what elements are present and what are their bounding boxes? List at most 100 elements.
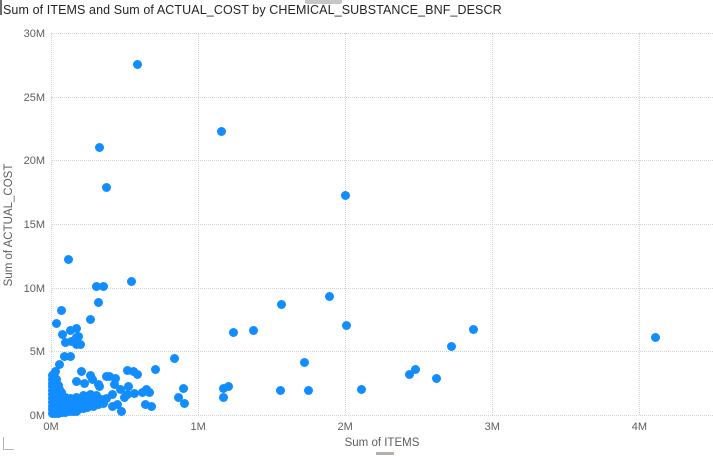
data-point[interactable] <box>124 382 134 392</box>
data-point[interactable] <box>275 386 285 396</box>
data-point[interactable] <box>146 401 156 411</box>
data-point[interactable] <box>145 387 155 397</box>
gridline-vertical <box>492 33 494 415</box>
data-point[interactable] <box>140 400 150 410</box>
data-point[interactable] <box>95 143 105 153</box>
data-point[interactable] <box>218 392 228 402</box>
visual-drag-handle-top[interactable] <box>305 0 342 4</box>
gridline-vertical <box>345 33 347 415</box>
gridline-vertical <box>51 33 52 415</box>
data-point[interactable] <box>75 340 85 350</box>
x-tick-label: 3M <box>484 421 500 433</box>
data-point[interactable] <box>174 392 184 402</box>
data-point[interactable] <box>133 369 143 379</box>
gridline-horizontal <box>51 224 713 225</box>
data-point[interactable] <box>67 336 77 346</box>
data-point[interactable] <box>55 359 65 369</box>
data-point[interactable] <box>180 399 190 409</box>
y-tick-label: 30M <box>23 28 45 40</box>
data-point[interactable] <box>217 126 227 136</box>
data-point[interactable] <box>102 393 112 403</box>
gridline-horizontal <box>51 96 713 98</box>
data-point[interactable] <box>109 379 119 389</box>
data-point[interactable] <box>92 391 102 401</box>
data-point[interactable] <box>218 383 228 393</box>
data-point[interactable] <box>111 373 121 383</box>
data-point[interactable] <box>61 337 71 347</box>
data-point[interactable] <box>170 354 180 364</box>
data-point[interactable] <box>99 281 109 291</box>
y-tick-label: 20M <box>23 155 45 168</box>
chart-title: Sum of ITEMS and Sum of ACTUAL_COST by C… <box>3 3 502 17</box>
data-point[interactable] <box>87 374 97 384</box>
visual-drag-handle-bottom[interactable] <box>376 452 394 455</box>
data-point[interactable] <box>56 387 66 397</box>
data-point[interactable] <box>356 385 366 395</box>
data-point[interactable] <box>99 399 109 409</box>
data-point[interactable] <box>411 364 421 374</box>
data-point[interactable] <box>122 365 132 375</box>
data-point[interactable] <box>65 351 75 361</box>
data-point[interactable] <box>651 332 661 342</box>
data-point[interactable] <box>303 386 313 396</box>
x-tick-label: 0M <box>43 421 59 433</box>
data-point[interactable] <box>405 369 415 379</box>
data-point[interactable] <box>105 372 115 382</box>
x-tick-label: 1M <box>190 421 206 433</box>
gridline-horizontal <box>51 287 713 289</box>
data-point[interactable] <box>102 182 112 192</box>
data-point[interactable] <box>137 387 147 397</box>
gridline-horizontal <box>51 351 713 353</box>
data-point[interactable] <box>150 364 160 374</box>
data-point[interactable] <box>108 401 118 411</box>
data-point[interactable] <box>228 327 238 337</box>
data-point[interactable] <box>130 388 140 398</box>
data-point[interactable] <box>117 406 127 416</box>
data-point[interactable] <box>446 341 456 351</box>
data-point[interactable] <box>58 330 68 340</box>
data-point[interactable] <box>431 373 441 383</box>
data-point[interactable] <box>93 400 103 410</box>
data-point[interactable] <box>80 378 90 388</box>
data-point[interactable] <box>120 392 130 402</box>
data-point[interactable] <box>50 367 60 377</box>
data-point[interactable] <box>71 377 81 387</box>
data-point[interactable] <box>65 326 75 336</box>
data-point[interactable] <box>249 326 259 336</box>
data-point[interactable] <box>52 374 62 384</box>
data-point[interactable] <box>56 306 66 316</box>
x-tick-label: 4M <box>631 421 648 433</box>
plot-area <box>47 33 713 419</box>
data-point[interactable] <box>112 400 122 410</box>
data-point[interactable] <box>277 299 287 309</box>
data-point[interactable] <box>59 351 69 361</box>
data-point[interactable] <box>468 325 478 335</box>
data-point[interactable] <box>224 382 234 392</box>
data-point[interactable] <box>133 60 143 70</box>
data-point[interactable] <box>92 281 102 291</box>
data-point[interactable] <box>108 390 118 400</box>
data-point[interactable] <box>324 292 334 302</box>
data-point[interactable] <box>86 390 96 400</box>
gridline-horizontal <box>51 415 713 416</box>
data-point[interactable] <box>86 315 96 324</box>
data-point[interactable] <box>178 383 188 393</box>
gridline-vertical <box>198 33 200 415</box>
data-point[interactable] <box>342 321 352 331</box>
data-point[interactable] <box>340 191 350 201</box>
data-point[interactable] <box>52 318 62 328</box>
data-point[interactable] <box>71 332 81 342</box>
data-point[interactable] <box>93 298 103 308</box>
data-point[interactable] <box>64 255 74 265</box>
y-tick-label: 10M <box>23 282 45 295</box>
data-point[interactable] <box>77 367 87 377</box>
y-axis-title: Sum of ACTUAL_COST <box>3 163 15 287</box>
y-tick-label: 0M <box>29 410 45 422</box>
data-point[interactable] <box>299 358 309 368</box>
data-point[interactable] <box>71 323 81 333</box>
gridline-vertical <box>639 33 641 415</box>
data-point[interactable] <box>115 385 125 395</box>
data-point[interactable] <box>127 276 137 286</box>
data-point[interactable] <box>95 382 105 392</box>
